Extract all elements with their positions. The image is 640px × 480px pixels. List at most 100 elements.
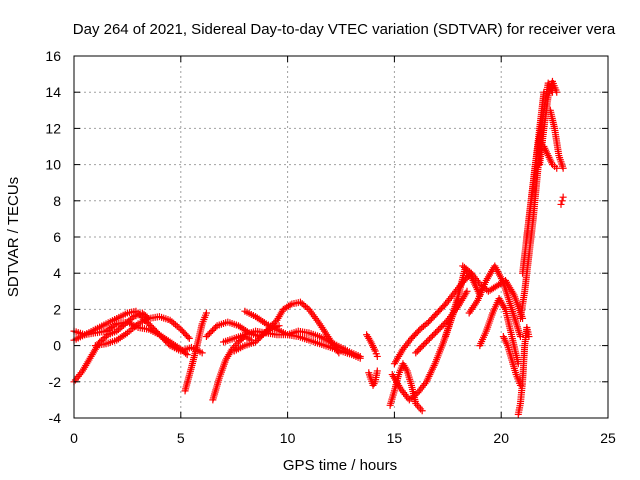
y-tick-label: -2 — [49, 374, 62, 390]
series-track-28 — [546, 106, 567, 172]
data-point-marker — [265, 324, 273, 332]
data-point-marker — [356, 354, 364, 362]
data-point-marker — [435, 326, 443, 334]
y-tick-label: 16 — [45, 48, 61, 64]
y-tick-label: 14 — [45, 84, 61, 100]
data-point-marker — [163, 338, 171, 346]
data-point-marker — [262, 327, 270, 335]
data-point-marker — [198, 349, 206, 357]
data-point-marker — [412, 349, 420, 357]
series-track-12 — [363, 331, 381, 360]
data-point-marker — [143, 318, 151, 326]
data-point-marker — [253, 336, 261, 344]
data-point-marker — [373, 352, 381, 360]
series-track-21 — [476, 295, 522, 368]
data-point-marker — [286, 301, 294, 309]
data-point-marker — [212, 323, 220, 331]
x-axis-label: GPS time / hours — [283, 457, 397, 474]
data-point-marker — [202, 309, 210, 317]
data-point-marker — [209, 326, 217, 334]
data-point-marker — [205, 329, 213, 337]
data-point-marker — [436, 324, 444, 332]
data-point-marker — [134, 309, 142, 317]
data-point-marker — [335, 349, 343, 357]
data-point-marker — [415, 327, 423, 335]
data-point-marker — [259, 330, 267, 338]
y-tick-label: 8 — [53, 193, 61, 209]
data-point-marker — [415, 346, 423, 354]
data-point-marker — [466, 268, 474, 276]
axis-ticks: 0 5 10 15 20 25 -4 -2 0 2 4 6 8 10 12 14 16 — [45, 48, 616, 446]
data-point-marker — [421, 340, 429, 348]
data-point-marker — [418, 343, 426, 351]
data-point-marker — [425, 335, 433, 343]
data-point-marker — [157, 332, 165, 340]
data-point-marker — [525, 333, 533, 341]
y-tick-label: 12 — [45, 120, 61, 136]
data-point-marker — [149, 325, 157, 333]
series-track-29 — [540, 143, 561, 172]
data-point-marker — [373, 367, 381, 375]
data-point-marker — [160, 335, 168, 343]
data-point-marker — [255, 335, 263, 343]
data-point-marker — [142, 317, 150, 325]
data-point-marker — [252, 338, 260, 346]
data-point-marker — [158, 334, 166, 342]
data-point-marker — [463, 287, 471, 295]
data-point-marker — [559, 193, 567, 201]
y-tick-label: 4 — [53, 265, 61, 281]
data-point-marker — [202, 333, 210, 341]
data-point-marker — [438, 322, 446, 330]
data-point-marker — [146, 321, 154, 329]
series-track-27 — [536, 77, 561, 169]
data-point-marker — [256, 333, 264, 341]
data-point-marker — [165, 340, 173, 348]
data-point-marker — [264, 326, 272, 334]
series-track-30 — [557, 193, 567, 208]
data-points — [70, 77, 567, 418]
series-track-20 — [465, 262, 524, 341]
series-track-7 — [209, 333, 255, 404]
x-tick-label: 20 — [493, 430, 509, 446]
x-tick-label: 5 — [177, 430, 185, 446]
data-point-marker — [162, 337, 170, 345]
chart-title: Day 264 of 2021, Sidereal Day-to-day VTE… — [73, 21, 616, 38]
series-track-13 — [365, 367, 381, 389]
data-point-marker — [430, 330, 438, 338]
data-point-marker — [427, 333, 435, 341]
x-tick-label: 10 — [280, 430, 296, 446]
series-track-22 — [499, 333, 524, 389]
data-point-marker — [207, 328, 215, 336]
data-point-marker — [413, 347, 421, 355]
data-point-marker — [419, 341, 427, 349]
series-track-23 — [514, 324, 533, 418]
data-point-marker — [412, 390, 420, 398]
series-track-6 — [181, 309, 210, 395]
data-point-marker — [268, 321, 276, 329]
y-tick-label: 0 — [53, 338, 61, 354]
data-point-marker — [185, 334, 193, 342]
data-point-marker — [303, 304, 311, 312]
x-tick-label: 0 — [70, 430, 78, 446]
data-point-marker — [261, 329, 269, 337]
data-point-marker — [429, 332, 437, 340]
data-point-marker — [145, 320, 153, 328]
data-point-marker — [553, 164, 561, 172]
y-tick-label: -4 — [49, 410, 62, 426]
data-point-marker — [139, 314, 147, 322]
y-tick-label: 6 — [53, 229, 61, 245]
data-point-marker — [433, 327, 441, 335]
data-point-marker — [148, 323, 156, 331]
data-point-marker — [557, 200, 565, 208]
data-point-marker — [151, 326, 159, 334]
data-point-marker — [422, 338, 430, 346]
y-axis-label: SDTVAR / TECUs — [5, 177, 22, 297]
x-tick-label: 15 — [387, 430, 403, 446]
data-point-marker — [136, 311, 144, 319]
data-point-marker — [210, 325, 218, 333]
series-track-3 — [70, 307, 140, 344]
data-point-marker — [137, 312, 145, 320]
data-point-marker — [140, 315, 148, 323]
